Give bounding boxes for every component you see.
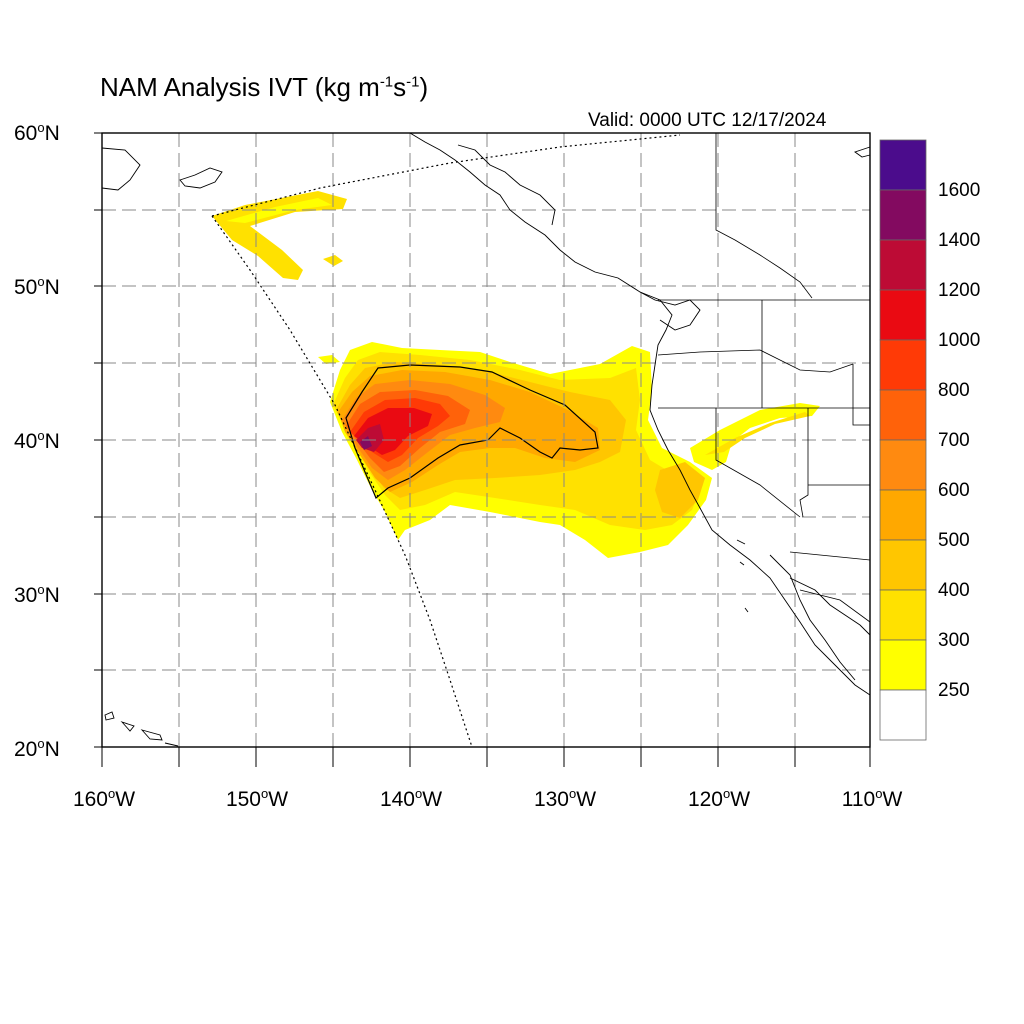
- colorbar-label-1600: 1600: [938, 180, 981, 201]
- lon-label-140w: 140oW: [379, 786, 443, 811]
- lon-label-120w: 120oW: [687, 786, 751, 811]
- colorbar-bin: [879, 639, 927, 691]
- lat-label-60: 60oN: [14, 120, 60, 145]
- lon-label-110w: 110oW: [841, 786, 903, 811]
- colorbar-bin: [879, 539, 927, 591]
- colorbar-label-800: 800: [938, 380, 970, 401]
- political-borders: [657, 133, 871, 623]
- colorbar-bin: [879, 589, 927, 641]
- colorbar-label-400: 400: [938, 580, 970, 601]
- ivt-contour-line: [345, 364, 599, 499]
- colorbar-label-1000: 1000: [938, 330, 981, 351]
- ivt-coastal-patch: [655, 462, 705, 518]
- colorbar-label-1200: 1200: [938, 280, 981, 301]
- colorbar-label-300: 300: [938, 630, 970, 651]
- colorbar-label-250: 250: [938, 680, 970, 701]
- lat-label-20: 20oN: [14, 736, 60, 761]
- lat-label-50: 50oN: [14, 274, 60, 299]
- axis-ticks: [94, 132, 871, 767]
- colorbar-bin: [879, 689, 927, 741]
- colorbar-bin: [879, 239, 927, 291]
- colorbar-bin: [879, 389, 927, 441]
- map-title: NAM Analysis IVT (kg m-1s-1): [100, 72, 429, 102]
- colorbar-bin: [879, 189, 927, 241]
- coastlines: [101, 132, 871, 747]
- domain-boundary: [211, 134, 681, 748]
- colorbar-bin: [879, 289, 927, 341]
- ivt-stray-1: [318, 355, 340, 364]
- colorbar-label-700: 700: [938, 430, 970, 451]
- ivt-northern-band: [212, 191, 347, 280]
- colorbar: [879, 139, 927, 741]
- colorbar-bin: [879, 139, 927, 191]
- ivt-inland-plume: [690, 403, 820, 470]
- ivt-shading: [212, 191, 820, 558]
- colorbar-bin: [879, 489, 927, 541]
- gridlines: [102, 133, 870, 747]
- lon-label-130w: 130oW: [533, 786, 597, 811]
- lat-label-30: 30oN: [14, 582, 60, 607]
- ivt-inland-plume-2: [705, 412, 810, 455]
- lon-label-160w: 160oW: [72, 786, 136, 811]
- colorbar-bin: [879, 439, 927, 491]
- colorbar-label-1400: 1400: [938, 230, 981, 251]
- colorbar-label-600: 600: [938, 480, 970, 501]
- colorbar-label-500: 500: [938, 530, 970, 551]
- lon-label-150w: 150oW: [225, 786, 289, 811]
- colorbar-bin: [879, 339, 927, 391]
- ivt-northern-band-core: [226, 198, 332, 223]
- valid-time-label: Valid: 0000 UTC 12/17/2024: [588, 110, 827, 131]
- lat-label-40: 40oN: [14, 428, 60, 453]
